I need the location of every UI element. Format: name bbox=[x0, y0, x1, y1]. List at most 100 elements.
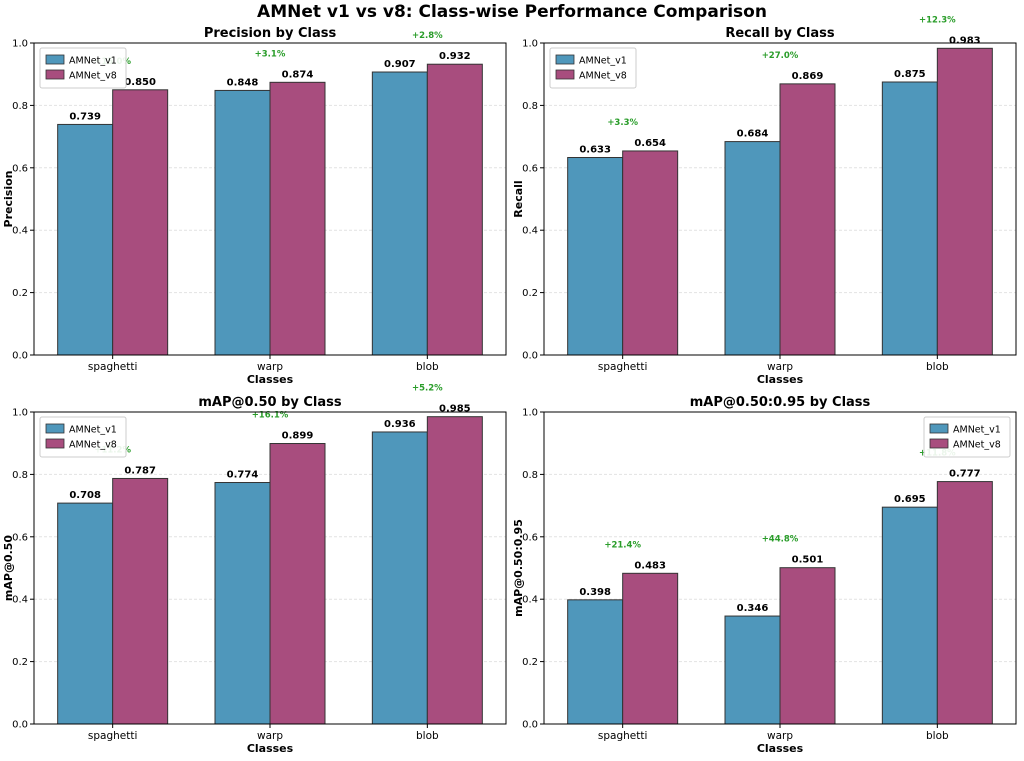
y-tick-label: 0.2 bbox=[522, 288, 538, 299]
legend-swatch-v1 bbox=[45, 54, 65, 65]
bar-v8-spaghetti bbox=[622, 572, 679, 725]
y-tick-label: 0.8 bbox=[522, 470, 538, 481]
legend-swatch-v8 bbox=[45, 438, 65, 449]
bar-v8-blob bbox=[426, 63, 483, 356]
bar-value-label: 0.346 bbox=[737, 603, 769, 614]
legend-label: AMNet_v8 bbox=[69, 71, 117, 82]
delta-label: +2.8% bbox=[412, 31, 443, 41]
y-axis-label: Recall bbox=[512, 180, 525, 217]
x-tick-label: warp bbox=[257, 730, 283, 742]
y-tick-label: 0.6 bbox=[12, 163, 28, 174]
y-tick-label: 0.4 bbox=[522, 226, 538, 237]
bar-value-label: 0.777 bbox=[949, 469, 981, 480]
legend-label: AMNet_v1 bbox=[953, 425, 1001, 436]
delta-label: +5.2% bbox=[412, 384, 443, 394]
y-tick-label: 0.2 bbox=[522, 657, 538, 668]
bar-v8-warp bbox=[779, 567, 836, 725]
bar-v1-warp bbox=[724, 615, 781, 725]
legend-label: AMNet_v1 bbox=[69, 425, 117, 436]
y-tick-label: 1.0 bbox=[522, 39, 538, 50]
x-tick-label: blob bbox=[416, 361, 439, 373]
y-tick-label: 0.0 bbox=[522, 351, 538, 362]
x-tick-label: spaghetti bbox=[88, 361, 138, 373]
y-tick-label: 0.2 bbox=[12, 657, 28, 668]
bar-v1-blob bbox=[371, 431, 428, 725]
y-tick-label: 0.6 bbox=[12, 532, 28, 543]
x-axis-label: Classes bbox=[247, 373, 294, 386]
bar-v1-spaghetti bbox=[567, 157, 624, 356]
y-tick-label: 0.0 bbox=[522, 720, 538, 731]
bar-value-label: 0.398 bbox=[579, 587, 611, 598]
bar-value-label: 0.483 bbox=[634, 560, 666, 571]
x-axis-label: Classes bbox=[247, 742, 294, 755]
legend-label: AMNet_v8 bbox=[579, 71, 627, 82]
delta-label: +44.8% bbox=[762, 535, 799, 545]
axes-frame bbox=[33, 42, 507, 356]
y-tick-label: 1.0 bbox=[12, 39, 28, 50]
axes-frame bbox=[543, 411, 1017, 725]
delta-label: +3.1% bbox=[255, 49, 286, 59]
bar-value-label: 0.875 bbox=[894, 69, 926, 80]
bar-v8-spaghetti bbox=[112, 477, 169, 725]
y-tick-label: 0.4 bbox=[12, 226, 28, 237]
panel-title: mAP@0.50:0.95 by Class bbox=[690, 395, 871, 410]
bar-v8-spaghetti bbox=[622, 150, 679, 356]
y-tick-label: 1.0 bbox=[12, 408, 28, 419]
bar-value-label: 0.850 bbox=[124, 77, 156, 88]
bar-value-label: 0.932 bbox=[439, 51, 471, 62]
bar-v1-warp bbox=[214, 89, 271, 356]
legend-label: AMNet_v8 bbox=[953, 440, 1001, 451]
x-tick-label: spaghetti bbox=[598, 361, 648, 373]
bar-v8-blob bbox=[426, 416, 483, 725]
delta-label: +21.4% bbox=[604, 540, 641, 550]
bar-value-label: 0.874 bbox=[282, 69, 314, 80]
bar-v1-warp bbox=[724, 141, 781, 356]
y-tick-label: 0.8 bbox=[12, 101, 28, 112]
y-tick-label: 0.4 bbox=[12, 595, 28, 606]
bar-v1-blob bbox=[881, 506, 938, 725]
bar-value-label: 0.983 bbox=[949, 35, 981, 46]
x-tick-label: warp bbox=[257, 361, 283, 373]
panel-title: Precision by Class bbox=[204, 26, 337, 41]
bar-value-label: 0.739 bbox=[69, 111, 101, 122]
panel-title: mAP@0.50 by Class bbox=[198, 395, 342, 410]
y-axis-label: mAP@0.50 bbox=[2, 535, 15, 602]
bar-value-label: 0.633 bbox=[579, 145, 611, 156]
legend-box bbox=[549, 47, 637, 89]
legend-swatch-v1 bbox=[555, 54, 575, 65]
delta-label: +3.3% bbox=[607, 118, 638, 128]
legend-label: AMNet_v8 bbox=[69, 440, 117, 451]
delta-label: +12.3% bbox=[919, 15, 956, 25]
y-tick-label: 0.6 bbox=[522, 532, 538, 543]
bar-value-label: 0.985 bbox=[439, 404, 471, 415]
legend-swatch-v8 bbox=[555, 69, 575, 80]
x-tick-label: blob bbox=[416, 730, 439, 742]
bar-value-label: 0.899 bbox=[282, 431, 314, 442]
legend-label: AMNet_v1 bbox=[579, 56, 627, 67]
bar-v8-blob bbox=[936, 481, 993, 725]
x-tick-label: blob bbox=[926, 361, 949, 373]
bar-value-label: 0.848 bbox=[227, 77, 259, 88]
x-axis-label: Classes bbox=[757, 742, 804, 755]
bar-v1-spaghetti bbox=[57, 123, 114, 356]
x-axis-label: Classes bbox=[757, 373, 804, 386]
bar-v8-warp bbox=[269, 81, 326, 356]
bar-value-label: 0.501 bbox=[792, 555, 824, 566]
bar-v1-spaghetti bbox=[567, 599, 624, 725]
bar-v1-spaghetti bbox=[57, 502, 114, 725]
x-tick-label: spaghetti bbox=[598, 730, 648, 742]
y-tick-label: 0.8 bbox=[522, 101, 538, 112]
legend-box bbox=[39, 47, 127, 89]
panel-title: Recall by Class bbox=[725, 26, 835, 41]
y-tick-label: 0.2 bbox=[12, 288, 28, 299]
delta-label: +27.0% bbox=[762, 51, 799, 61]
bar-value-label: 0.869 bbox=[792, 71, 824, 82]
delta-label: +16.1% bbox=[252, 411, 289, 421]
legend-box bbox=[39, 416, 127, 458]
y-axis-label: Precision bbox=[2, 171, 15, 228]
x-tick-label: blob bbox=[926, 730, 949, 742]
bar-v8-blob bbox=[936, 47, 993, 356]
bar-value-label: 0.907 bbox=[384, 59, 416, 70]
figure-title: AMNet v1 vs v8: Class-wise Performance C… bbox=[257, 2, 767, 22]
